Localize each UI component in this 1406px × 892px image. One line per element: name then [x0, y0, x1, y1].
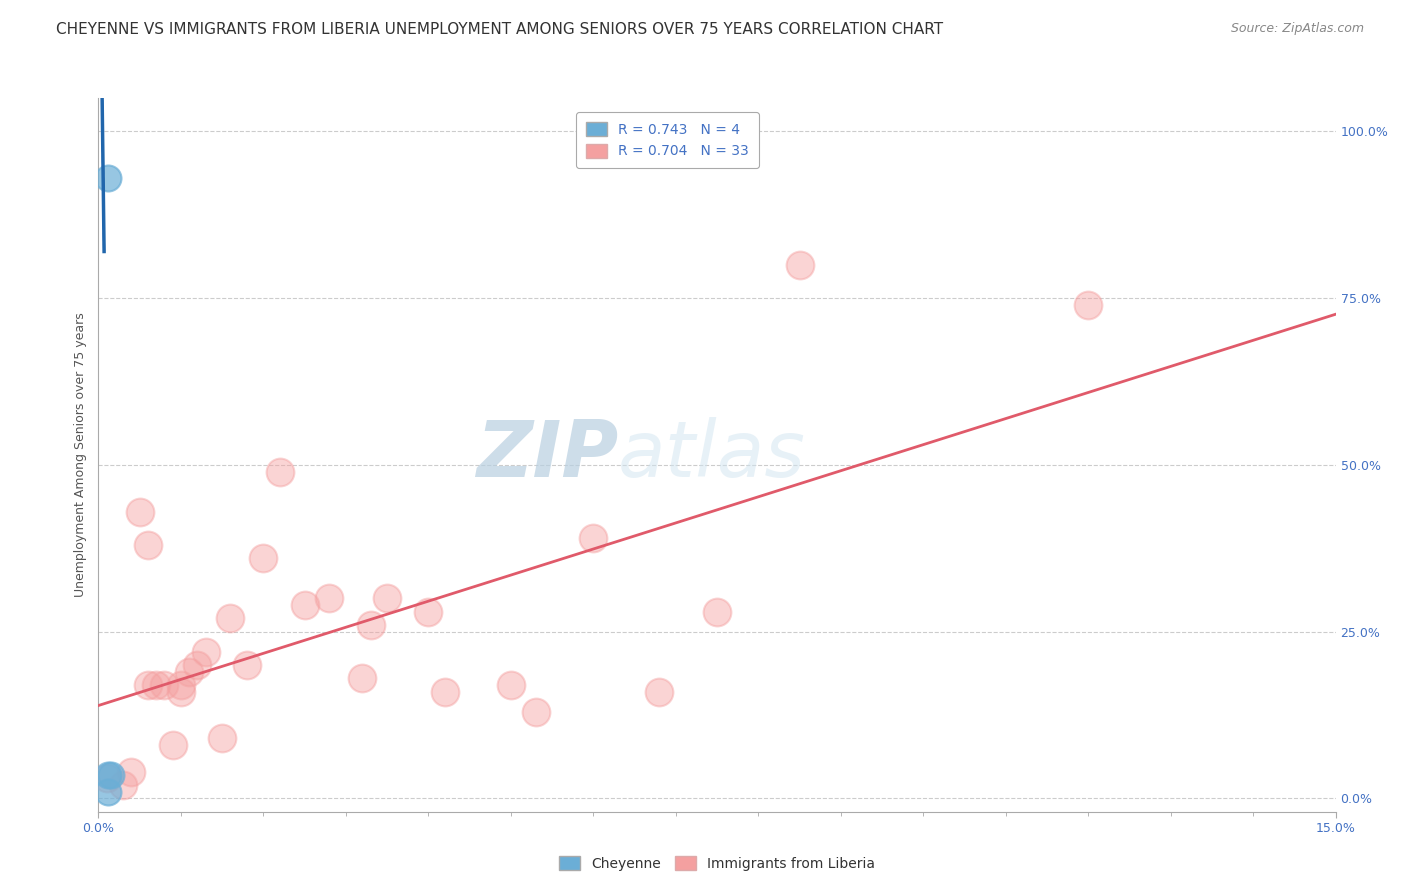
Point — [100, 768, 122, 782]
Point — [582, 531, 605, 545]
Point — [236, 658, 259, 673]
Text: atlas: atlas — [619, 417, 806, 493]
Point — [1077, 298, 1099, 312]
Point — [789, 258, 811, 272]
Point — [145, 678, 167, 692]
Point — [96, 772, 118, 786]
Point — [170, 684, 193, 698]
Point — [97, 785, 120, 799]
Point — [170, 678, 193, 692]
Point — [136, 538, 159, 552]
Point — [648, 684, 671, 698]
Point — [360, 618, 382, 632]
Point — [194, 645, 217, 659]
Point — [219, 611, 242, 625]
Text: CHEYENNE VS IMMIGRANTS FROM LIBERIA UNEMPLOYMENT AMONG SENIORS OVER 75 YEARS COR: CHEYENNE VS IMMIGRANTS FROM LIBERIA UNEM… — [56, 22, 943, 37]
Point — [162, 738, 184, 752]
Text: Source: ZipAtlas.com: Source: ZipAtlas.com — [1230, 22, 1364, 36]
Point — [524, 705, 547, 719]
Point — [128, 505, 150, 519]
Point — [352, 671, 374, 685]
Point — [179, 665, 201, 679]
Point — [136, 678, 159, 692]
Point — [97, 768, 120, 782]
Point — [294, 598, 316, 612]
Point — [499, 678, 522, 692]
Point — [375, 591, 398, 606]
Point — [252, 551, 274, 566]
Point — [418, 605, 440, 619]
Point — [211, 731, 233, 746]
Point — [97, 171, 120, 186]
Point — [318, 591, 340, 606]
Point — [269, 465, 291, 479]
Text: ZIP: ZIP — [475, 417, 619, 493]
Point — [120, 764, 142, 779]
Y-axis label: Unemployment Among Seniors over 75 years: Unemployment Among Seniors over 75 years — [75, 312, 87, 598]
Point — [433, 684, 456, 698]
Point — [112, 778, 135, 792]
Point — [706, 605, 728, 619]
Legend: Cheyenne, Immigrants from Liberia: Cheyenne, Immigrants from Liberia — [554, 850, 880, 876]
Point — [186, 658, 208, 673]
Point — [153, 678, 176, 692]
